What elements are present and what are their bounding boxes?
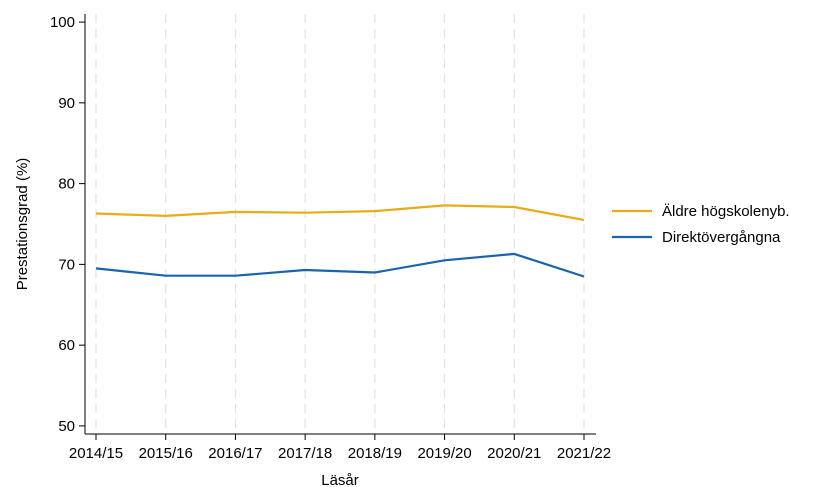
x-tick-label: 2018/19 — [348, 445, 402, 462]
y-tick-label: 90 — [58, 95, 75, 112]
series-line-0 — [95, 204, 585, 222]
y-tick-label: 70 — [58, 256, 75, 273]
x-tick-label: 2020/21 — [487, 445, 541, 462]
y-axis-label: Prestationsgrad (%) — [14, 158, 31, 291]
y-tick-label: 60 — [58, 337, 75, 354]
y-tick-label: 100 — [50, 14, 75, 31]
legend-label-0: Äldre högskolenyb. — [662, 203, 790, 220]
x-tick-label: 2014/15 — [69, 445, 123, 462]
x-tick-label: 2019/20 — [417, 445, 471, 462]
x-tick-label: 2016/17 — [208, 445, 262, 462]
y-tick-label: 50 — [58, 418, 75, 435]
series-lines — [95, 204, 585, 278]
y-axis-ticks: 50 60 70 80 90 100 — [50, 14, 85, 435]
vertical-gridlines — [95, 14, 585, 434]
legend: Äldre högskolenyb. Direktövergångna — [612, 203, 790, 246]
x-tick-label: 2021/22 — [557, 445, 611, 462]
legend-label-1: Direktövergångna — [662, 229, 781, 246]
series-line-1 — [95, 252, 585, 278]
x-axis-label: Läsår — [321, 472, 359, 487]
x-tick-label: 2017/18 — [278, 445, 332, 462]
y-tick-label: 80 — [58, 176, 75, 193]
x-tick-label: 2015/16 — [139, 445, 193, 462]
x-axis-ticks: 2014/15 2015/16 2016/17 2017/18 2018/19 2019/… — [69, 434, 611, 462]
